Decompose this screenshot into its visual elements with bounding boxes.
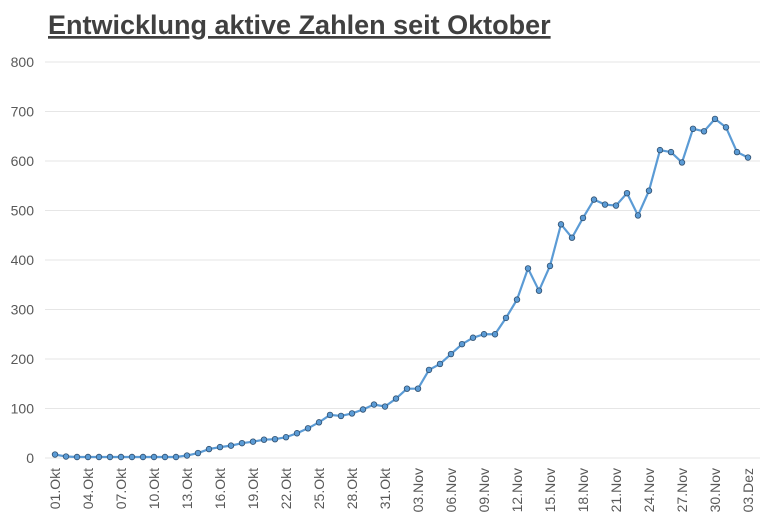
data-point — [150, 453, 158, 461]
data-point — [700, 128, 708, 135]
x-tick-label: 22.Okt — [278, 468, 294, 509]
data-point — [491, 331, 499, 338]
data-point — [403, 385, 411, 392]
data-point — [513, 296, 521, 303]
x-tick-label: 27.Nov — [674, 468, 690, 512]
data-point — [216, 443, 224, 451]
data-point — [271, 435, 279, 443]
data-point — [183, 452, 191, 459]
y-tick-label: 0 — [26, 450, 34, 466]
x-tick-label: 07.Okt — [113, 468, 129, 509]
x-tick-label: 12.Nov — [509, 468, 525, 512]
data-point — [458, 340, 466, 348]
x-tick-label: 15.Nov — [542, 468, 558, 512]
chart-title: Entwicklung aktive Zahlen seit Oktober — [48, 10, 551, 40]
x-tick-label: 31.Okt — [377, 468, 393, 509]
x-tick-label: 18.Nov — [575, 468, 591, 512]
data-point — [326, 411, 334, 419]
data-point — [612, 202, 620, 209]
x-tick-label: 04.Okt — [80, 468, 96, 509]
data-line — [54, 117, 749, 459]
data-point — [579, 214, 587, 222]
data-point — [172, 453, 180, 461]
data-point — [711, 115, 719, 123]
data-point — [161, 453, 169, 461]
data-point — [744, 154, 752, 161]
data-point — [282, 434, 290, 441]
data-point — [678, 159, 686, 166]
y-tick-label: 200 — [11, 351, 35, 367]
y-tick-label: 100 — [11, 401, 35, 417]
data-point — [524, 265, 532, 272]
data-point — [62, 453, 70, 460]
data-point — [194, 449, 202, 457]
y-tick-label: 300 — [11, 302, 35, 318]
x-tick-label: 21.Nov — [608, 468, 624, 512]
x-tick-label: 09.Nov — [476, 468, 492, 512]
x-tick-label: 28.Okt — [344, 468, 360, 509]
data-point — [51, 451, 59, 458]
data-point — [590, 196, 598, 203]
data-point — [370, 401, 378, 408]
x-tick-label: 25.Okt — [311, 468, 327, 509]
data-point — [557, 221, 565, 228]
data-point — [634, 212, 642, 219]
data-point — [73, 453, 81, 461]
data-point — [227, 442, 235, 449]
data-point — [249, 438, 257, 445]
data-point — [425, 366, 433, 374]
data-point — [106, 453, 114, 461]
y-tick-label: 500 — [11, 203, 35, 219]
x-tick-label: 03.Dez — [740, 468, 756, 512]
data-point — [733, 148, 741, 156]
data-point — [656, 146, 664, 154]
data-point — [238, 439, 246, 447]
data-point — [546, 262, 554, 270]
data-point — [601, 201, 609, 208]
data-point — [568, 234, 576, 241]
data-point — [535, 287, 543, 294]
data-point — [293, 430, 301, 437]
data-point — [117, 453, 125, 461]
x-tick-label: 24.Nov — [641, 468, 657, 512]
data-point — [469, 334, 477, 341]
data-point — [359, 406, 367, 413]
x-tick-label: 06.Nov — [443, 468, 459, 512]
x-tick-label: 30.Nov — [707, 468, 723, 512]
x-tick-label: 13.Okt — [179, 468, 195, 509]
data-point — [205, 445, 213, 453]
data-point — [722, 124, 730, 131]
data-point — [645, 187, 653, 194]
data-point — [447, 350, 455, 358]
x-tick-label: 10.Okt — [146, 468, 162, 509]
data-point — [667, 148, 675, 156]
y-tick-label: 800 — [11, 54, 35, 70]
x-tick-label: 03.Nov — [410, 468, 426, 512]
x-tick-label: 16.Okt — [212, 468, 228, 509]
data-point — [348, 410, 356, 417]
y-tick-label: 400 — [11, 252, 35, 268]
data-point — [139, 453, 147, 461]
data-point — [260, 436, 268, 443]
data-point — [84, 453, 92, 461]
data-point — [480, 331, 488, 338]
data-point — [381, 403, 389, 410]
data-point — [315, 419, 323, 426]
data-point — [95, 453, 103, 461]
data-point — [502, 314, 510, 322]
x-tick-label: 01.Okt — [47, 468, 63, 509]
y-tick-label: 700 — [11, 104, 35, 120]
data-point — [623, 189, 631, 197]
data-point — [128, 453, 136, 461]
data-point — [689, 125, 697, 133]
data-point — [414, 385, 422, 392]
x-tick-label: 19.Okt — [245, 468, 261, 509]
data-point — [436, 360, 444, 368]
data-point — [392, 395, 400, 402]
y-tick-label: 600 — [11, 153, 35, 169]
data-point — [337, 412, 345, 420]
data-point — [304, 425, 312, 432]
